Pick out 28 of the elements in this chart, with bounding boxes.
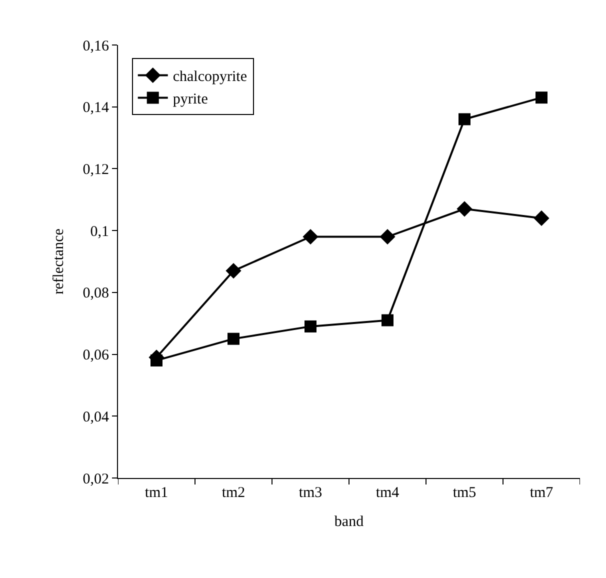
y-tick-label: 0,14	[82, 100, 110, 116]
y-tick-label: 0,08	[82, 286, 109, 302]
point	[382, 314, 394, 326]
x-tick-label: tm1	[144, 485, 168, 501]
y-tick-label: 0,04	[82, 409, 110, 426]
y-tick-label: 0,1	[90, 224, 109, 240]
y-tick-label: 0,16	[82, 38, 110, 54]
point	[456, 201, 472, 217]
x-tick-label: tm7	[530, 485, 554, 501]
point	[304, 320, 316, 332]
point	[228, 332, 240, 345]
x-axis-title: band	[334, 514, 364, 530]
point	[226, 262, 242, 279]
point	[380, 228, 396, 245]
y-tick-label: 0,12	[82, 162, 109, 178]
y-tick-label: 0,02	[82, 471, 109, 488]
point	[302, 228, 318, 245]
y-tick-label: 0,06	[82, 348, 110, 364]
x-tick-label: tm4	[376, 485, 400, 501]
x-tick-label: tm5	[452, 485, 476, 501]
point	[536, 92, 548, 104]
legend-label: chalcopyrite	[172, 69, 248, 86]
point	[458, 113, 470, 126]
x-tick-label: tm2	[222, 485, 246, 501]
y-axis-title: reflectance	[51, 228, 67, 294]
x-tick-label: tm3	[298, 485, 322, 501]
legend-label: pyrite	[172, 92, 208, 108]
point	[534, 210, 550, 226]
